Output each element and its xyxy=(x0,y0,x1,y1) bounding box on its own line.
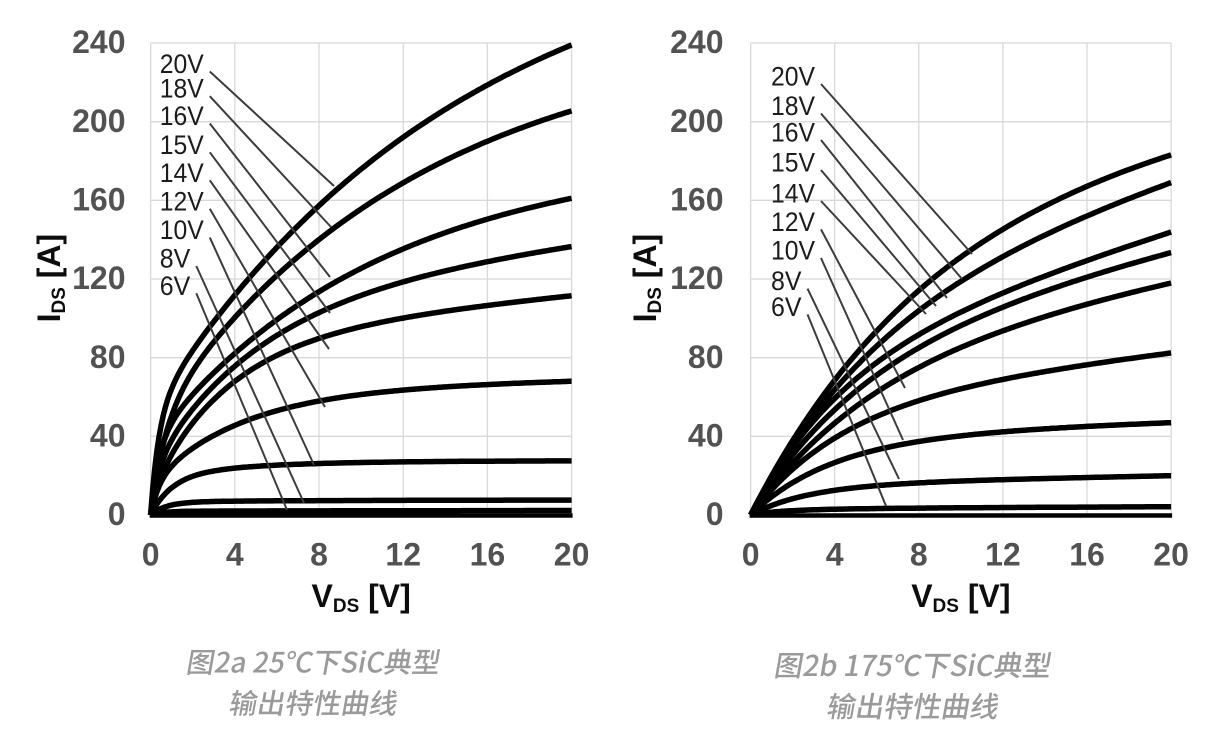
svg-text:15V: 15V xyxy=(771,148,815,178)
svg-text:0: 0 xyxy=(742,537,760,573)
svg-text:0: 0 xyxy=(142,537,160,573)
svg-text:12: 12 xyxy=(985,537,1021,573)
svg-text:6V: 6V xyxy=(160,271,191,301)
svg-text:0: 0 xyxy=(706,496,724,532)
svg-text:16: 16 xyxy=(470,537,506,573)
svg-text:8: 8 xyxy=(310,537,328,573)
svg-text:20V: 20V xyxy=(160,49,204,79)
svg-text:15V: 15V xyxy=(160,130,204,160)
svg-text:10V: 10V xyxy=(771,236,815,266)
svg-text:160: 160 xyxy=(670,182,723,218)
svg-text:IDS [A]: IDS [A] xyxy=(627,234,666,323)
svg-text:4: 4 xyxy=(226,537,244,573)
svg-text:14V: 14V xyxy=(160,158,204,188)
svg-text:200: 200 xyxy=(72,103,125,139)
svg-text:40: 40 xyxy=(688,418,724,454)
svg-text:18V: 18V xyxy=(771,91,815,121)
svg-text:8V: 8V xyxy=(160,244,191,274)
svg-text:240: 240 xyxy=(670,24,723,60)
svg-text:0: 0 xyxy=(108,496,126,532)
svg-text:VDS [V]: VDS [V] xyxy=(312,578,411,617)
svg-text:10V: 10V xyxy=(160,215,204,245)
svg-text:16V: 16V xyxy=(771,118,815,148)
svg-text:18V: 18V xyxy=(160,74,204,104)
svg-text:20: 20 xyxy=(554,537,590,573)
svg-text:12: 12 xyxy=(385,537,421,573)
svg-text:12V: 12V xyxy=(160,186,204,216)
svg-text:16: 16 xyxy=(1069,537,1105,573)
svg-text:4: 4 xyxy=(826,537,844,573)
svg-text:200: 200 xyxy=(670,103,723,139)
svg-text:20: 20 xyxy=(1153,537,1189,573)
svg-text:8V: 8V xyxy=(771,266,802,296)
svg-text:12V: 12V xyxy=(771,207,815,237)
svg-text:160: 160 xyxy=(72,182,125,218)
svg-text:6V: 6V xyxy=(771,292,802,322)
svg-text:14V: 14V xyxy=(771,179,815,209)
svg-text:120: 120 xyxy=(72,260,125,296)
svg-text:20V: 20V xyxy=(771,62,815,92)
svg-text:240: 240 xyxy=(72,24,125,60)
svg-text:120: 120 xyxy=(670,260,723,296)
svg-text:VDS [V]: VDS [V] xyxy=(911,578,1010,617)
svg-text:16V: 16V xyxy=(160,101,204,131)
svg-text:80: 80 xyxy=(90,339,126,375)
svg-text:8: 8 xyxy=(910,537,928,573)
svg-text:40: 40 xyxy=(90,418,126,454)
svg-text:80: 80 xyxy=(688,339,724,375)
